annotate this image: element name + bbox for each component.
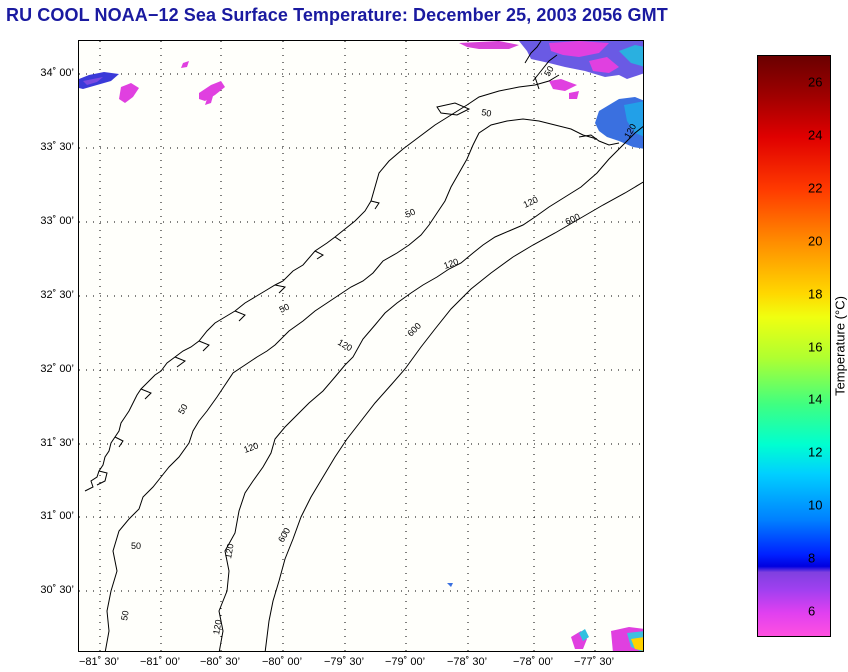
lat-label-31-00: 31˚ 00’ bbox=[40, 510, 74, 522]
contour-labels: 50 50 50 50 50 50 50 120 120 120 120 120… bbox=[119, 64, 638, 635]
contour-label-600-c: 600 bbox=[564, 211, 582, 226]
contour-label-120-b: 120 bbox=[223, 543, 235, 560]
sst-patches bbox=[79, 41, 643, 651]
colorbar-tick-18: 18 bbox=[808, 286, 823, 302]
contour-label-50-e: 50 bbox=[404, 207, 417, 220]
coastline bbox=[84, 74, 560, 492]
colorbar-tick-6: 6 bbox=[808, 603, 816, 619]
lat-label-33-30: 33˚ 30’ bbox=[40, 141, 74, 153]
colorbar-tick-26: 26 bbox=[808, 74, 823, 90]
contour-label-120-a: 120 bbox=[211, 619, 223, 636]
lon-label-81-30: −81˚ 30’ bbox=[78, 656, 120, 668]
lon-label-78-30: −78˚ 30’ bbox=[446, 656, 488, 668]
colorbar-tick-10: 10 bbox=[808, 497, 823, 513]
colorbar-tick-22: 22 bbox=[808, 180, 823, 196]
contour-label-120-c: 120 bbox=[242, 440, 260, 455]
colorbar-tick-24: 24 bbox=[808, 127, 823, 143]
lat-label-33-00: 33˚ 00’ bbox=[40, 215, 74, 227]
colorbar-tick-14: 14 bbox=[808, 391, 823, 407]
contour-label-600-b: 600 bbox=[405, 321, 423, 339]
isobath-50 bbox=[104, 118, 598, 651]
lon-label-77-30: −77˚ 30’ bbox=[573, 656, 615, 668]
lon-label-81-00: −81˚ 00’ bbox=[139, 656, 181, 668]
contour-label-50-a: 50 bbox=[119, 610, 131, 622]
lon-label-79-30: −79˚ 30’ bbox=[323, 656, 365, 668]
contour-label-120-e: 120 bbox=[442, 256, 460, 271]
contour-label-50-g: 50 bbox=[542, 64, 556, 78]
lon-label-78-00: −78˚ 00’ bbox=[512, 656, 554, 668]
contour-label-50-d: 50 bbox=[278, 302, 291, 315]
contour-label-120-d: 120 bbox=[336, 337, 354, 353]
isobath-120 bbox=[218, 125, 643, 651]
lat-label-34-00: 34˚ 00’ bbox=[40, 67, 74, 79]
colorbar-tick-16: 16 bbox=[808, 339, 823, 355]
contour-label-120-f: 120 bbox=[522, 194, 540, 209]
lat-label-32-30: 32˚ 30’ bbox=[40, 289, 74, 301]
lon-label-79-00: −79˚ 00’ bbox=[384, 656, 426, 668]
graticule bbox=[79, 41, 643, 651]
map-panel[interactable]: 50 50 50 50 50 50 50 120 120 120 120 120… bbox=[78, 40, 644, 652]
sst-map: 50 50 50 50 50 50 50 120 120 120 120 120… bbox=[79, 41, 643, 651]
isobath-600 bbox=[264, 181, 643, 651]
contour-label-50-f: 50 bbox=[481, 107, 493, 119]
map-title: RU COOL NOAA−12 Sea Surface Temperature:… bbox=[6, 5, 668, 25]
colorbar-label: Temperature (°C) bbox=[832, 296, 848, 396]
temperature-colorbar bbox=[757, 55, 831, 637]
colorbar-tick-12: 12 bbox=[808, 444, 823, 460]
contour-label-50-b: 50 bbox=[131, 541, 141, 551]
lat-label-31-30: 31˚ 30’ bbox=[40, 437, 74, 449]
contour-label-50-c: 50 bbox=[176, 402, 190, 416]
lon-label-80-00: −80˚ 00’ bbox=[261, 656, 303, 668]
lat-label-30-30: 30˚ 30’ bbox=[40, 584, 74, 596]
lon-label-80-30: −80˚ 30’ bbox=[199, 656, 241, 668]
colorbar-tick-8: 8 bbox=[808, 550, 816, 566]
contour-label-600-a: 600 bbox=[276, 526, 292, 544]
colorbar-tick-20: 20 bbox=[808, 233, 823, 249]
lat-label-32-00: 32˚ 00’ bbox=[40, 363, 74, 375]
